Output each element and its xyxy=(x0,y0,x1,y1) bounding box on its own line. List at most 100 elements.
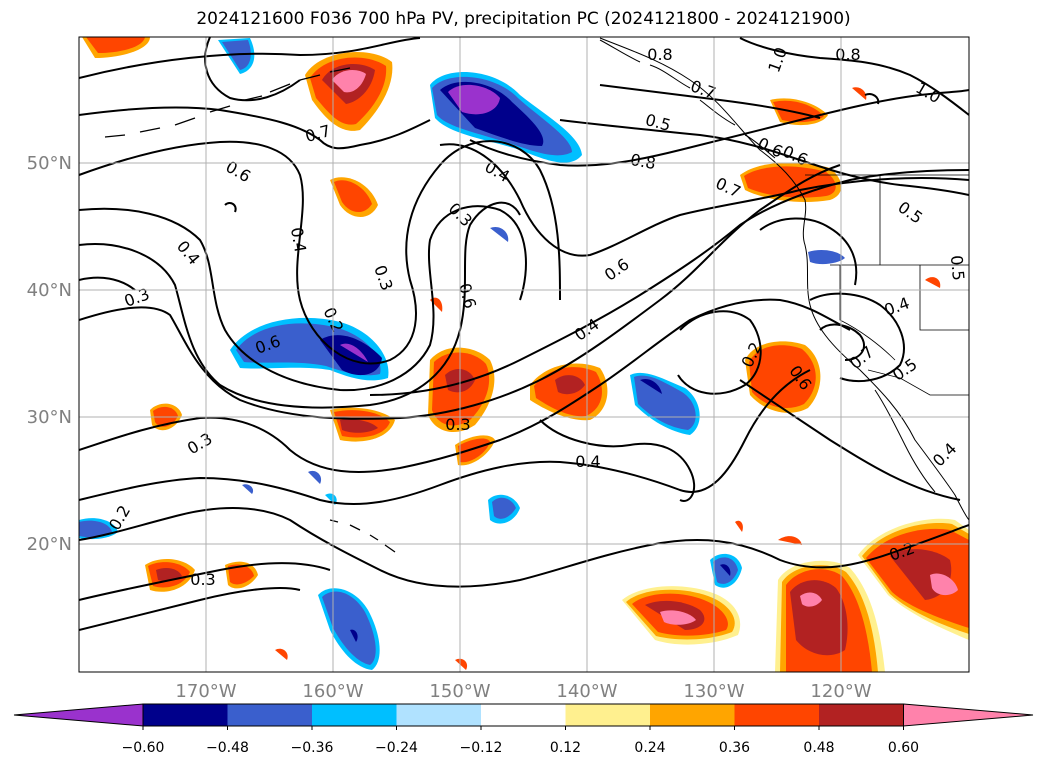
axis-labels: 50°N 40°N 30°N 20°N 170°W 160°W 150°W 14… xyxy=(27,153,872,702)
colorbar-cell xyxy=(650,704,735,726)
contour-line xyxy=(79,369,811,505)
shade-negative xyxy=(640,378,662,394)
colorbar-cell xyxy=(396,704,481,726)
contour-line xyxy=(809,292,905,383)
contour-line xyxy=(79,562,331,601)
colorbar-cell xyxy=(734,704,819,726)
contour-line xyxy=(79,164,841,420)
colorbar-cell xyxy=(312,704,397,726)
coastline-baja xyxy=(874,389,936,493)
shade-positive xyxy=(660,610,696,625)
colorbar-tick-label: −0.36 xyxy=(291,740,334,756)
shade-negative xyxy=(320,335,382,376)
contour-label-text: 0.4 xyxy=(575,452,600,471)
contour-label-text: 0.5 xyxy=(947,254,968,281)
shade-negative xyxy=(720,564,731,576)
contour-line xyxy=(79,205,527,392)
shade-negative xyxy=(79,520,112,538)
contour-label: 0.8 xyxy=(835,45,860,64)
lat-label: 20°N xyxy=(27,534,72,555)
border-us-mexico xyxy=(867,369,969,396)
lon-label: 160°W xyxy=(302,681,363,702)
contour-line xyxy=(79,298,851,473)
contour-label: 0.8 xyxy=(647,45,672,64)
contour-line xyxy=(204,37,301,102)
contour-line xyxy=(469,89,969,167)
shade-negative xyxy=(322,591,376,665)
contour-line xyxy=(79,37,421,79)
shade-negative xyxy=(808,250,845,265)
colorbar-tick-label: 0.24 xyxy=(634,740,665,756)
shade-negative xyxy=(308,470,322,484)
shade-positive xyxy=(852,87,867,100)
colorbar-tick-label: 0.12 xyxy=(550,740,581,756)
contour-line xyxy=(739,379,961,501)
shaded-field xyxy=(79,37,969,672)
shade-positive xyxy=(340,419,378,433)
lon-label: 140°W xyxy=(556,681,617,702)
colorbar-cell xyxy=(143,704,228,726)
shade-positive xyxy=(458,438,490,463)
colorbar: −0.60 −0.48 −0.36 −0.24 −0.12 0.12 0.24 0.36 0.4… xyxy=(13,703,1034,756)
plot-area: 0.8 1.0 0.81.00.70.70.50.60.80.60.70.50.60… xyxy=(79,37,969,672)
lat-label: 40°N xyxy=(27,280,72,301)
shade-negative xyxy=(448,84,500,115)
colorbar-tick-label: 0.60 xyxy=(888,740,919,756)
shade-negative xyxy=(340,343,368,362)
shade-positive xyxy=(555,375,585,395)
colorbar-extend-high xyxy=(903,703,1034,727)
lon-label: 120°W xyxy=(810,681,871,702)
contour-label: 0.3 xyxy=(190,570,215,589)
shade-positive xyxy=(156,568,182,582)
shade-positive xyxy=(275,648,288,660)
lon-label: 130°W xyxy=(683,681,744,702)
colorbar-tick-label: −0.60 xyxy=(122,740,165,756)
shade-positive xyxy=(334,180,372,213)
contour-label-text: 0.8 xyxy=(647,45,672,64)
shade-positive xyxy=(228,564,254,585)
contour-label: 0.4 xyxy=(287,226,310,254)
contour-line xyxy=(224,202,237,213)
lat-label: 30°N xyxy=(27,407,72,428)
contour-label-text: 0.3 xyxy=(445,415,470,434)
colorbar-tick-label: −0.24 xyxy=(375,740,418,756)
shade-positive xyxy=(749,345,816,408)
shade-positive xyxy=(800,592,822,607)
contour-line xyxy=(599,84,821,119)
contour-line xyxy=(864,93,880,105)
pv-contours xyxy=(79,37,969,631)
shade-negative xyxy=(492,497,516,519)
contour-label: 0.8 xyxy=(629,150,657,173)
colorbar-cell xyxy=(819,704,904,726)
contour-label: 0.5 xyxy=(947,254,968,281)
shade-negative xyxy=(350,629,358,642)
shade-positive xyxy=(455,658,468,670)
graticule xyxy=(79,37,969,672)
contour-line xyxy=(369,169,969,396)
contour-label-text: 0.8 xyxy=(835,45,860,64)
shade-positive xyxy=(735,520,743,532)
shade-negative xyxy=(242,484,254,494)
colorbar-extend-low xyxy=(13,703,144,727)
contour-label-text: 0.8 xyxy=(629,150,657,173)
contour-label: 0.3 xyxy=(445,415,470,434)
contour-line xyxy=(79,201,521,409)
contour-label-text: 0.4 xyxy=(287,226,310,254)
plot-frame xyxy=(78,36,970,673)
shade-positive xyxy=(778,536,802,545)
contour-line xyxy=(79,507,969,588)
contour-line xyxy=(819,323,865,361)
shade-negative xyxy=(490,226,509,242)
colorbar-cell xyxy=(565,704,650,726)
contour-line xyxy=(79,140,561,365)
contour-line xyxy=(539,419,696,502)
colorbar-tick-label: 0.48 xyxy=(803,740,834,756)
lon-label: 150°W xyxy=(429,681,490,702)
border-states xyxy=(830,175,969,361)
contour-line xyxy=(79,276,136,291)
contour-line xyxy=(759,217,858,286)
lat-label: 50°N xyxy=(27,153,72,174)
shade-positive xyxy=(332,70,366,93)
map-title: 2024121600 F036 700 hPa PV, precipitatio… xyxy=(196,9,851,29)
